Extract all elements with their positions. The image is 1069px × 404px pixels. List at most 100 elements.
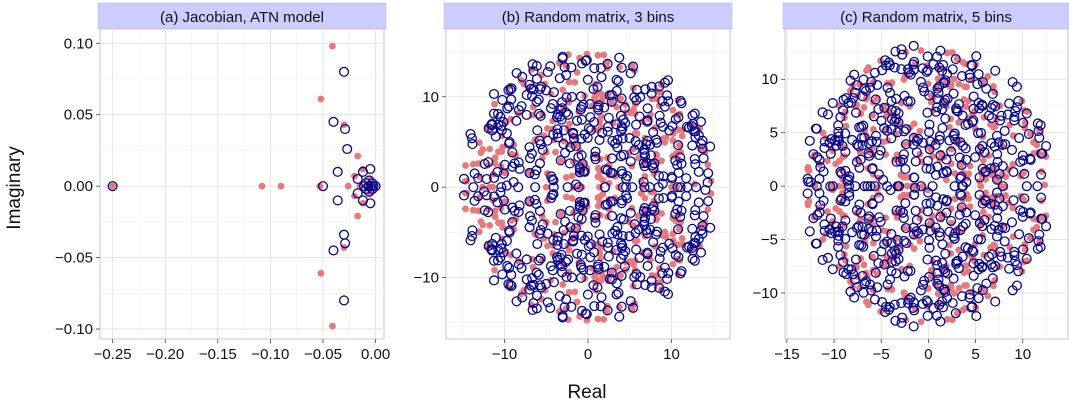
filled-point	[910, 245, 918, 252]
open-point	[487, 125, 498, 136]
open-point	[670, 250, 681, 261]
open-point	[602, 305, 613, 316]
open-point	[1033, 126, 1044, 137]
filled-point	[942, 176, 950, 184]
y-tick-label: −10	[414, 270, 439, 287]
open-point	[579, 197, 590, 208]
open-point	[533, 255, 545, 266]
filled-point	[916, 127, 924, 135]
filled-point	[900, 173, 908, 181]
open-point	[919, 86, 930, 97]
open-point	[833, 126, 844, 137]
open-point	[561, 294, 572, 305]
open-point	[884, 87, 896, 98]
filled-point	[479, 146, 487, 153]
filled-point	[354, 212, 362, 220]
open-point	[968, 91, 979, 102]
open-point	[872, 282, 883, 293]
open-point	[932, 83, 943, 94]
open-point	[948, 88, 959, 99]
open-point	[889, 62, 900, 73]
filled-point	[948, 49, 956, 56]
open-point	[511, 296, 522, 307]
open-point	[980, 195, 991, 206]
filled-point	[658, 157, 665, 165]
open-point	[927, 181, 938, 192]
open-point	[631, 119, 642, 130]
open-point	[670, 155, 681, 166]
filled-point	[669, 106, 677, 114]
open-point	[972, 79, 983, 90]
filled-point	[277, 182, 285, 190]
filled-point	[608, 268, 616, 276]
open-point	[908, 40, 919, 51]
open-point	[555, 111, 566, 122]
open-point	[840, 215, 851, 226]
open-point	[559, 302, 570, 313]
open-point	[607, 135, 618, 146]
open-point	[987, 273, 998, 284]
open-point	[545, 302, 556, 314]
filled-point	[469, 206, 477, 214]
open-point	[490, 131, 501, 142]
open-point	[957, 71, 968, 82]
open-point	[555, 259, 566, 270]
open-point	[695, 247, 707, 258]
filled-point	[943, 49, 951, 57]
data-points	[802, 40, 1052, 332]
filled-point	[581, 92, 589, 100]
open-point	[639, 219, 650, 230]
open-point	[582, 289, 593, 300]
open-point	[924, 242, 935, 253]
open-point	[960, 242, 971, 253]
filled-point	[514, 109, 522, 117]
open-point	[934, 62, 945, 73]
open-point	[497, 269, 508, 280]
open-point	[576, 213, 587, 225]
x-tick-label: 10	[663, 346, 680, 363]
open-point	[612, 229, 623, 240]
open-point	[967, 301, 978, 312]
open-point	[657, 268, 668, 279]
open-point	[1032, 181, 1043, 192]
open-point	[877, 297, 888, 308]
open-point	[511, 248, 522, 259]
open-point	[492, 255, 504, 266]
open-point	[1017, 150, 1028, 161]
filled-point	[1009, 204, 1017, 212]
open-point	[365, 163, 376, 175]
open-point	[900, 139, 911, 150]
open-point	[537, 144, 548, 155]
open-point	[478, 186, 490, 197]
filled-point	[950, 75, 958, 83]
filled-point	[947, 205, 955, 213]
open-point	[991, 174, 1003, 185]
open-point	[858, 287, 869, 298]
open-point	[466, 133, 478, 144]
open-point	[588, 280, 599, 291]
open-point	[703, 168, 714, 179]
open-point	[570, 223, 581, 234]
y-tick-label: 10	[422, 89, 439, 106]
filled-point	[1026, 130, 1034, 138]
open-point	[843, 98, 854, 109]
open-point	[663, 96, 674, 107]
open-point	[488, 255, 499, 266]
open-point	[617, 230, 628, 241]
open-point	[1006, 217, 1018, 228]
open-point	[107, 181, 118, 192]
open-point	[365, 198, 376, 209]
open-point	[908, 132, 919, 143]
filled-point	[549, 117, 557, 125]
open-point	[884, 274, 896, 285]
open-point	[975, 127, 987, 138]
open-point	[672, 204, 683, 215]
y-axis-title: Imaginary	[4, 146, 25, 230]
open-point	[865, 181, 876, 192]
open-point	[488, 108, 499, 119]
panel-2: (b) Random matrix, 3 bins −10 0 10 −10 0 10	[414, 2, 733, 363]
filled-point	[549, 250, 557, 257]
open-point	[700, 184, 711, 196]
open-point	[590, 146, 601, 157]
open-point	[850, 107, 862, 118]
